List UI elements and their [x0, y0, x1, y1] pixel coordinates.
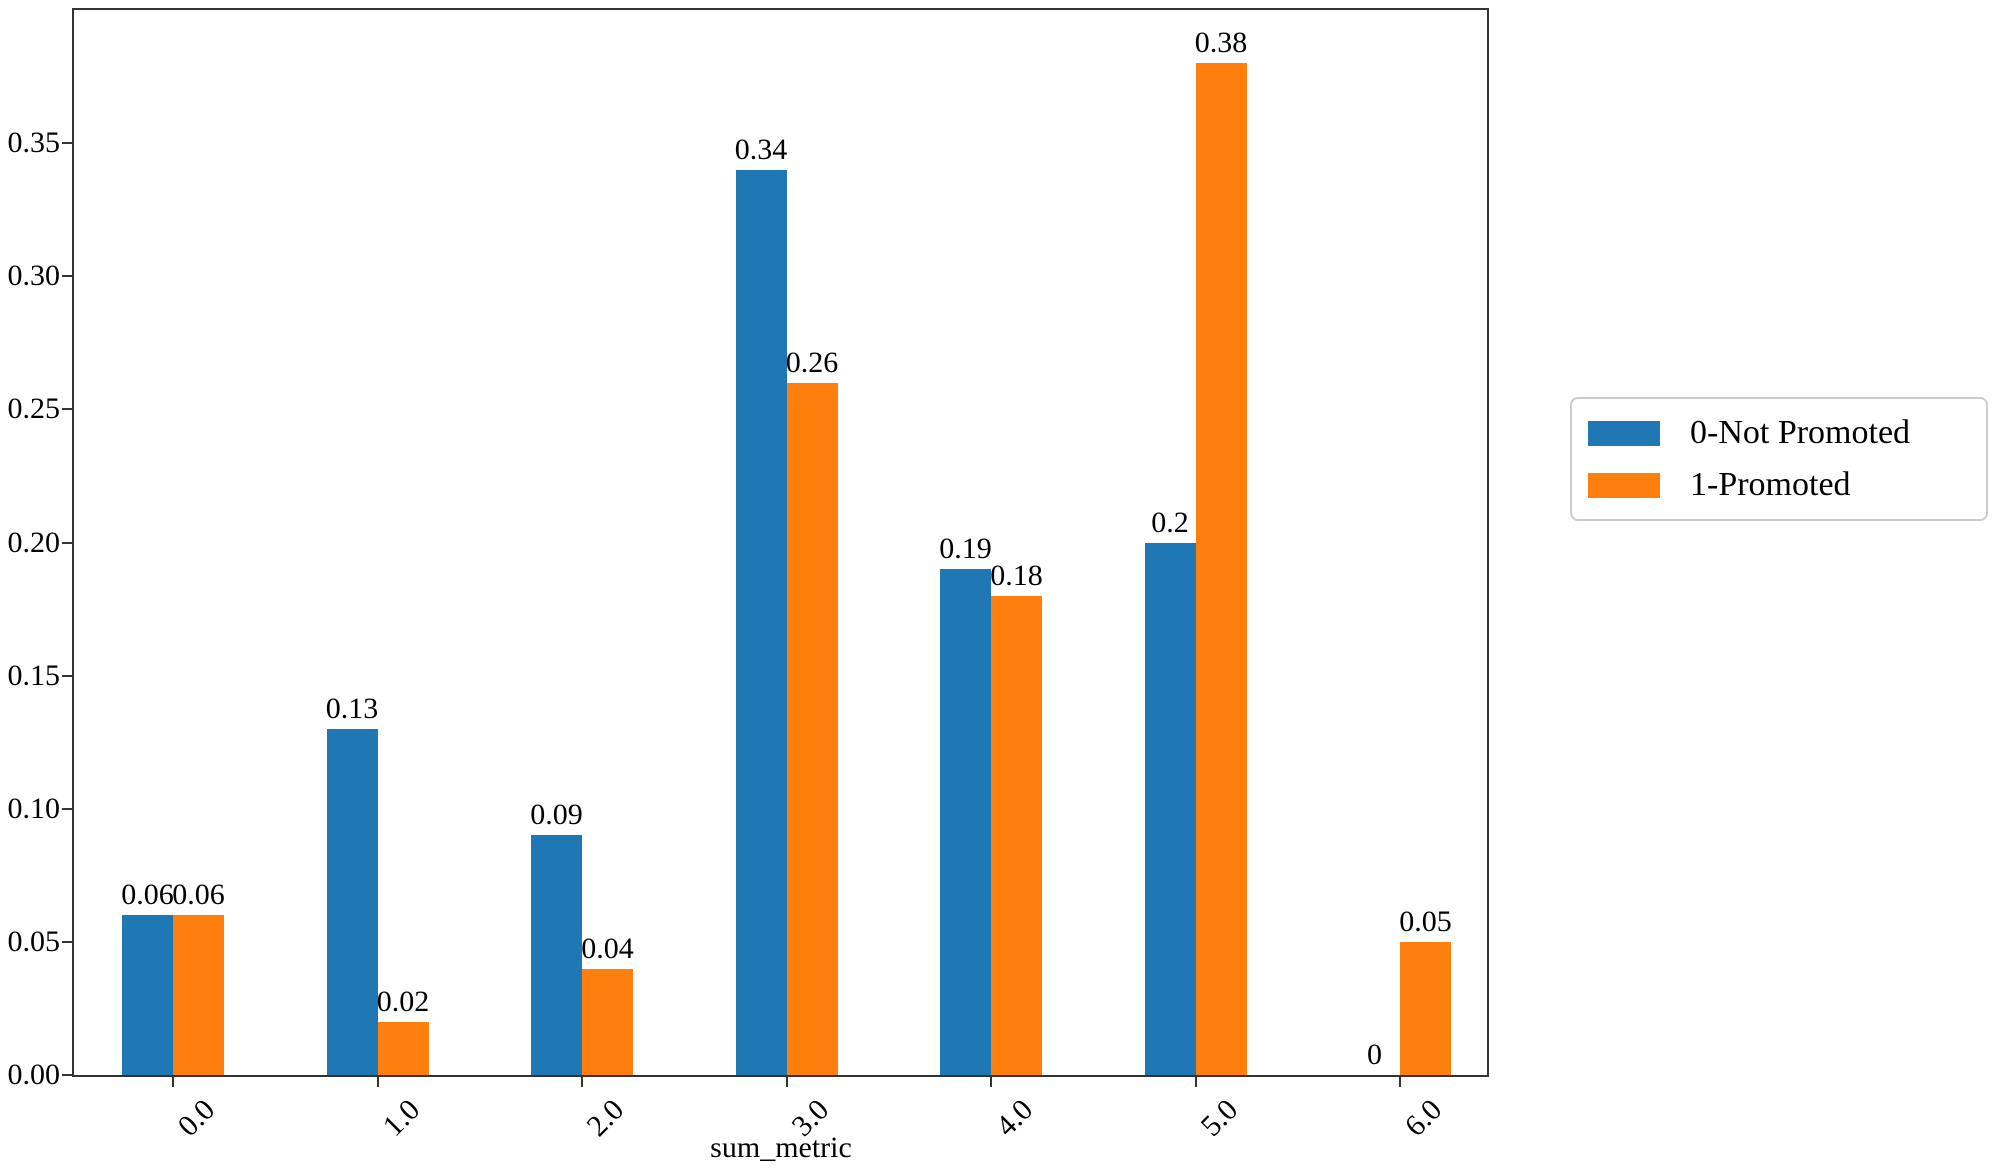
bar-value-label: 0.19: [939, 532, 992, 566]
y-tick-label: 0.25: [7, 392, 61, 426]
bar-value-label: 0.2: [1151, 505, 1189, 539]
plot-area: 0.00 0.05 0.10 0.15 0.20 0.25 0.30 0.35 0.0 0.06 0…: [8, 8, 1489, 1143]
y-tick-mark: [62, 408, 72, 411]
y-tick-mark: [62, 541, 72, 544]
y-tick-mark: [62, 275, 72, 278]
y-tick-label: 0.35: [7, 126, 61, 160]
bar-value-label: 0.06: [121, 878, 174, 912]
bar-not-promoted: [326, 728, 378, 1075]
bar-promoted: [173, 915, 224, 1075]
y-tick-label: 0.10: [7, 791, 61, 825]
bar-promoted: [1195, 63, 1247, 1075]
bar-value-label: 0.02: [376, 984, 430, 1018]
x-tick-label: 5.0: [1193, 1093, 1244, 1143]
y-tick-mark: [62, 674, 72, 677]
bar-value-label: 0.06: [172, 878, 225, 912]
bar-promoted: [377, 1021, 429, 1075]
legend-swatch-promoted-icon: [1588, 472, 1660, 498]
bar-not-promoted: [940, 569, 991, 1075]
y-tick-mark: [62, 1074, 72, 1076]
bar-value-label: 0.05: [1399, 904, 1452, 938]
legend-item-not-promoted: 0-Not Promoted: [1588, 411, 1970, 455]
bar-value-label: 0.04: [581, 931, 634, 965]
bar-not-promoted: [531, 835, 582, 1075]
legend-label-not-promoted: 0-Not Promoted: [1690, 414, 1911, 451]
bar-value-label: 0.38: [1194, 26, 1248, 60]
x-tick-mark: [1194, 1077, 1197, 1087]
bar-value-label: 0: [1367, 1038, 1382, 1071]
x-tick-label: 1.0: [375, 1093, 426, 1143]
y-tick-label: 0.05: [7, 924, 61, 958]
y-tick-mark: [62, 142, 72, 145]
bar-value-label: 0.18: [990, 558, 1043, 592]
x-tick-mark: [785, 1077, 788, 1087]
bar-value-label: 0.26: [785, 345, 839, 379]
x-tick-mark: [581, 1077, 583, 1087]
x-tick-mark: [990, 1077, 992, 1087]
y-tick-label: 0.30: [7, 259, 61, 293]
x-tick-label: 2.0: [580, 1093, 631, 1143]
legend-item-promoted: 1-Promoted: [1588, 463, 1970, 507]
bar-not-promoted: [122, 915, 173, 1075]
bar-promoted: [582, 968, 633, 1075]
x-tick-label: 0.0: [171, 1093, 222, 1143]
legend-swatch-not-promoted-icon: [1588, 420, 1660, 446]
bar-value-label: 0.09: [530, 798, 583, 832]
bar-promoted: [786, 382, 838, 1075]
x-tick-label: 6.0: [1398, 1093, 1449, 1143]
legend-label-promoted: 1-Promoted: [1690, 466, 1851, 503]
bar-not-promoted: [735, 169, 787, 1075]
bar-promoted: [1400, 941, 1451, 1075]
y-tick-label: 0.15: [7, 658, 61, 692]
x-tick-mark: [1399, 1077, 1401, 1087]
y-tick-label: 0.00: [7, 1058, 61, 1091]
y-tick-label: 0.20: [7, 525, 61, 559]
bar-not-promoted: [1144, 542, 1196, 1075]
y-tick-mark: [62, 807, 72, 810]
x-tick-mark: [172, 1077, 174, 1087]
x-axis-title: sum_metric: [710, 1131, 852, 1164]
bar-value-label: 0.34: [734, 132, 788, 166]
x-tick-mark: [376, 1077, 379, 1087]
bar-promoted: [991, 595, 1042, 1075]
bar-value-label: 0.13: [325, 691, 379, 725]
legend: 0-Not Promoted 1-Promoted: [1570, 397, 1988, 521]
x-tick-label: 4.0: [989, 1093, 1040, 1143]
y-tick-mark: [62, 940, 72, 943]
